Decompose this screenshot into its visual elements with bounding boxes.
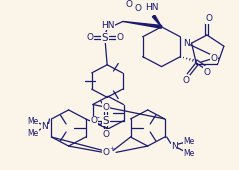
- Polygon shape: [152, 15, 162, 27]
- Text: O: O: [90, 116, 97, 125]
- Text: N: N: [183, 39, 190, 48]
- Polygon shape: [123, 21, 162, 28]
- Text: O: O: [87, 33, 94, 42]
- Text: S: S: [134, 4, 140, 14]
- Text: S: S: [102, 33, 109, 43]
- Text: Me: Me: [183, 137, 194, 146]
- Text: HN: HN: [101, 21, 115, 30]
- Text: O: O: [103, 148, 110, 157]
- Text: +: +: [109, 146, 115, 151]
- Text: O: O: [206, 14, 212, 23]
- Text: O: O: [116, 33, 124, 42]
- Text: -: -: [97, 113, 99, 122]
- Text: Me: Me: [27, 117, 38, 126]
- Text: Me: Me: [27, 129, 38, 138]
- Text: O: O: [183, 75, 190, 84]
- Text: O: O: [134, 4, 141, 13]
- Text: O: O: [211, 54, 217, 63]
- Text: N: N: [41, 122, 48, 131]
- Text: O: O: [125, 0, 132, 9]
- Text: S: S: [103, 116, 109, 126]
- Text: HN: HN: [145, 3, 158, 12]
- Text: O: O: [102, 103, 109, 112]
- Text: N: N: [171, 142, 178, 151]
- Text: Me: Me: [183, 149, 194, 158]
- Text: O: O: [204, 67, 211, 76]
- Text: O: O: [102, 130, 109, 139]
